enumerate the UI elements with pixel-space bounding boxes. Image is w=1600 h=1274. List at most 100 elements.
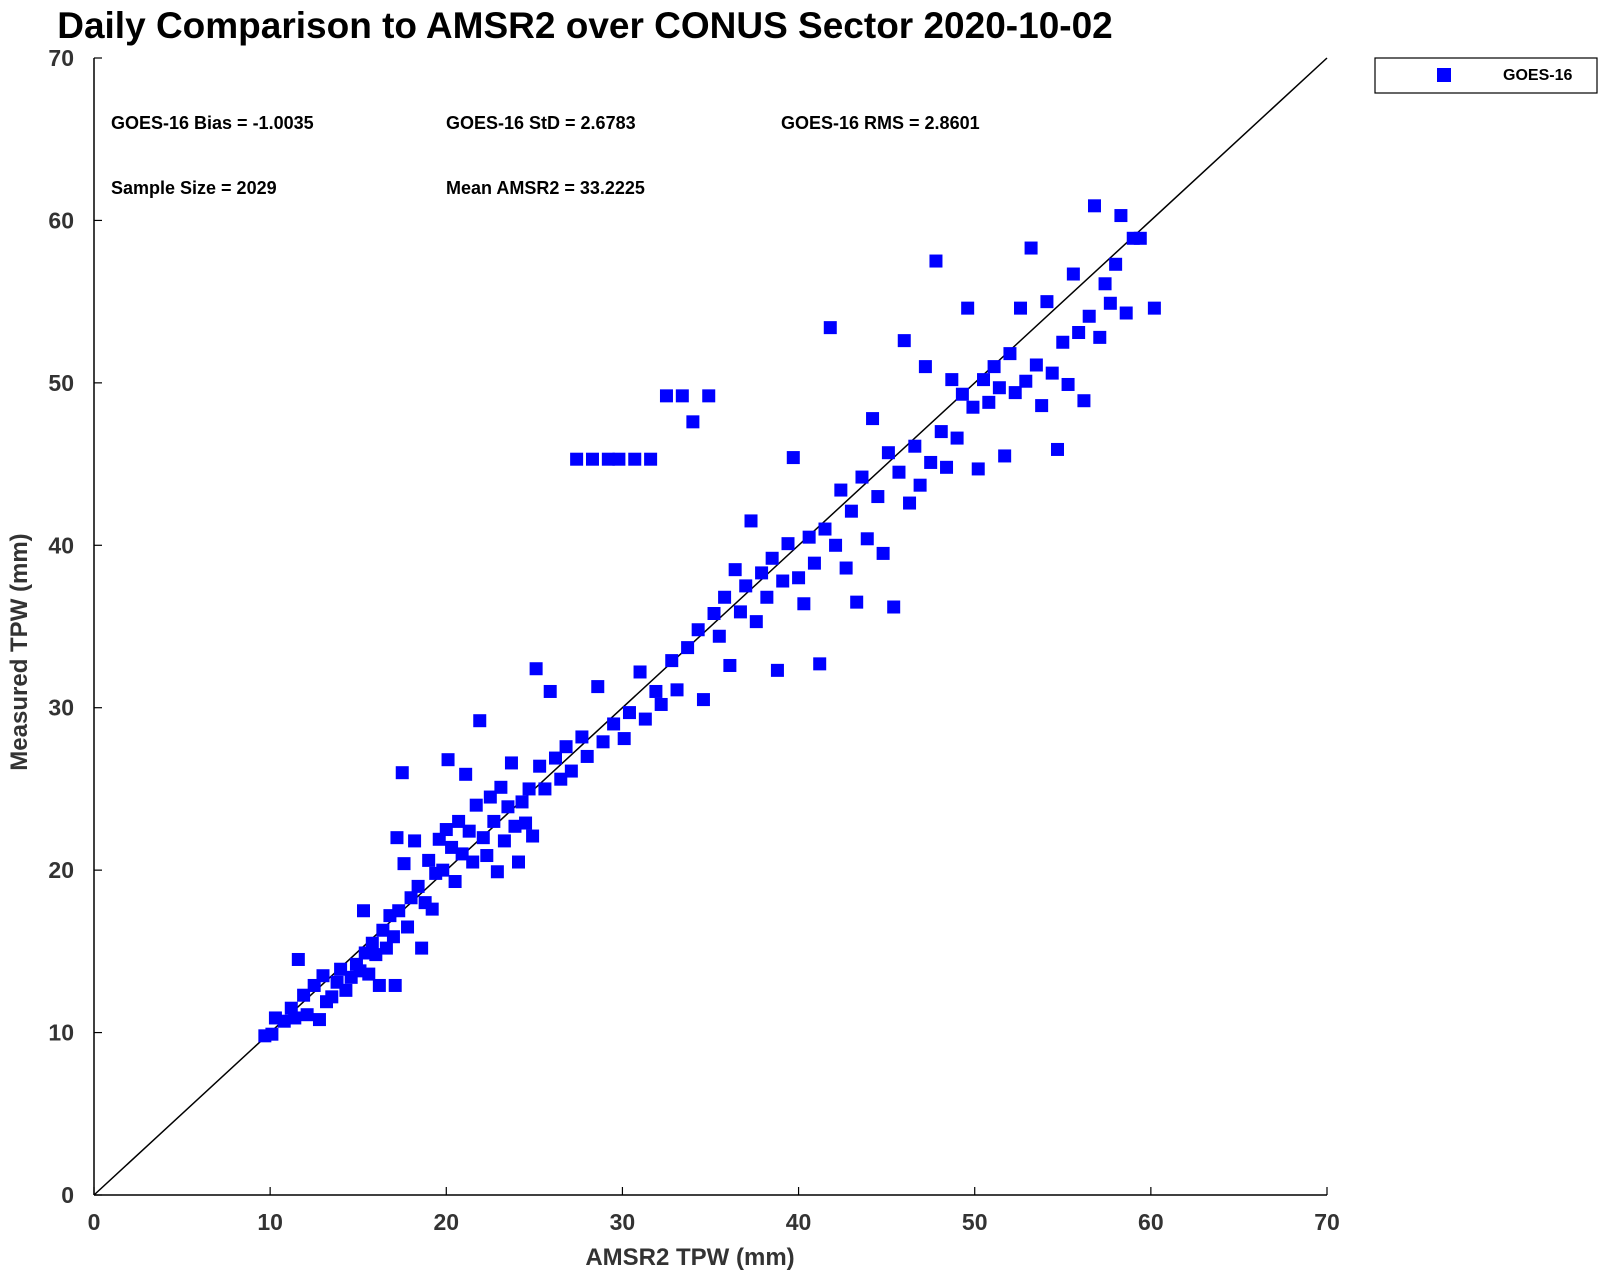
data-point	[334, 962, 348, 976]
stat-rms: GOES-16 RMS = 2.8601	[781, 113, 980, 133]
data-point	[504, 756, 518, 770]
one-to-one-line	[93, 57, 1328, 1196]
legend-marker	[1437, 68, 1451, 82]
data-point	[961, 301, 975, 315]
data-point	[459, 767, 473, 781]
data-point	[860, 532, 874, 546]
data-point	[519, 816, 533, 830]
data-point	[844, 504, 858, 518]
data-point	[425, 902, 439, 916]
data-point	[591, 680, 605, 694]
data-point	[702, 389, 716, 403]
x-tick-label: 40	[786, 1209, 812, 1235]
data-point	[515, 795, 529, 809]
data-point	[934, 425, 948, 439]
data-point	[612, 452, 626, 466]
data-point	[998, 449, 1012, 463]
data-point	[1087, 199, 1101, 213]
data-point	[512, 855, 526, 869]
data-point	[554, 772, 568, 786]
data-point	[1040, 295, 1054, 309]
data-point	[807, 556, 821, 570]
data-point	[749, 615, 763, 629]
data-point	[401, 920, 415, 934]
data-point	[1003, 347, 1017, 361]
data-point	[1072, 326, 1086, 340]
data-point	[473, 714, 487, 728]
data-point	[654, 697, 668, 711]
data-point	[288, 1011, 302, 1025]
data-point	[494, 780, 508, 794]
data-point	[466, 855, 480, 869]
data-point	[755, 566, 769, 580]
y-tick-label: 40	[48, 532, 74, 558]
data-point	[362, 967, 376, 981]
data-point	[580, 749, 594, 763]
data-point	[356, 904, 370, 918]
data-point	[739, 579, 753, 593]
data-point	[415, 941, 429, 955]
data-point	[570, 452, 584, 466]
data-point	[538, 782, 552, 796]
data-point	[388, 978, 402, 992]
data-point	[448, 875, 462, 889]
data-point	[395, 766, 409, 780]
data-point	[892, 465, 906, 479]
data-point	[818, 522, 832, 536]
data-point	[866, 412, 880, 426]
reference-line-segment	[93, 57, 1328, 1196]
data-point	[436, 863, 450, 877]
data-point	[508, 819, 522, 833]
x-tick-label: 70	[1314, 1209, 1340, 1235]
data-point	[522, 782, 536, 796]
data-point	[392, 904, 406, 918]
x-tick-label: 10	[257, 1209, 283, 1235]
data-point	[723, 658, 737, 672]
data-point	[1051, 442, 1065, 456]
data-point	[1014, 301, 1028, 315]
data-point	[770, 663, 784, 677]
chart-title: Daily Comparison to AMSR2 over CONUS Sec…	[57, 5, 1113, 46]
stats-annotations: GOES-16 Bias = -1.0035 GOES-16 StD = 2.6…	[111, 113, 980, 198]
data-point	[945, 373, 959, 387]
data-point	[601, 452, 615, 466]
data-point	[1061, 377, 1075, 391]
data-point	[1098, 277, 1112, 291]
data-point	[1147, 301, 1161, 315]
x-tick-label: 60	[1138, 1209, 1164, 1235]
data-point	[365, 936, 379, 950]
data-point	[924, 455, 938, 469]
data-point	[497, 834, 511, 848]
data-point	[452, 814, 466, 828]
data-point	[813, 657, 827, 671]
data-point	[1045, 366, 1059, 380]
data-point	[622, 706, 636, 720]
data-point	[728, 563, 742, 577]
legend-box	[1374, 57, 1598, 94]
data-point	[559, 740, 573, 754]
data-point	[455, 847, 469, 861]
data-point	[1077, 394, 1091, 408]
data-point	[659, 389, 673, 403]
data-point	[404, 891, 418, 905]
data-point	[291, 952, 305, 966]
data-point	[1019, 374, 1033, 388]
data-point	[1024, 241, 1038, 255]
data-point	[422, 853, 436, 867]
data-point	[765, 551, 779, 565]
x-tick-label: 50	[962, 1209, 988, 1235]
data-point	[585, 452, 599, 466]
data-point	[977, 373, 991, 387]
data-point	[855, 470, 869, 484]
data-point	[529, 662, 543, 676]
data-point	[369, 948, 383, 962]
data-point	[607, 717, 621, 731]
legend-label: GOES-16	[1503, 67, 1572, 84]
data-point	[792, 571, 806, 585]
data-point	[633, 665, 647, 679]
data-point	[490, 865, 504, 879]
data-point	[913, 478, 927, 492]
data-point	[1008, 386, 1022, 400]
data-point	[469, 798, 483, 812]
x-tick-label: 30	[610, 1209, 636, 1235]
